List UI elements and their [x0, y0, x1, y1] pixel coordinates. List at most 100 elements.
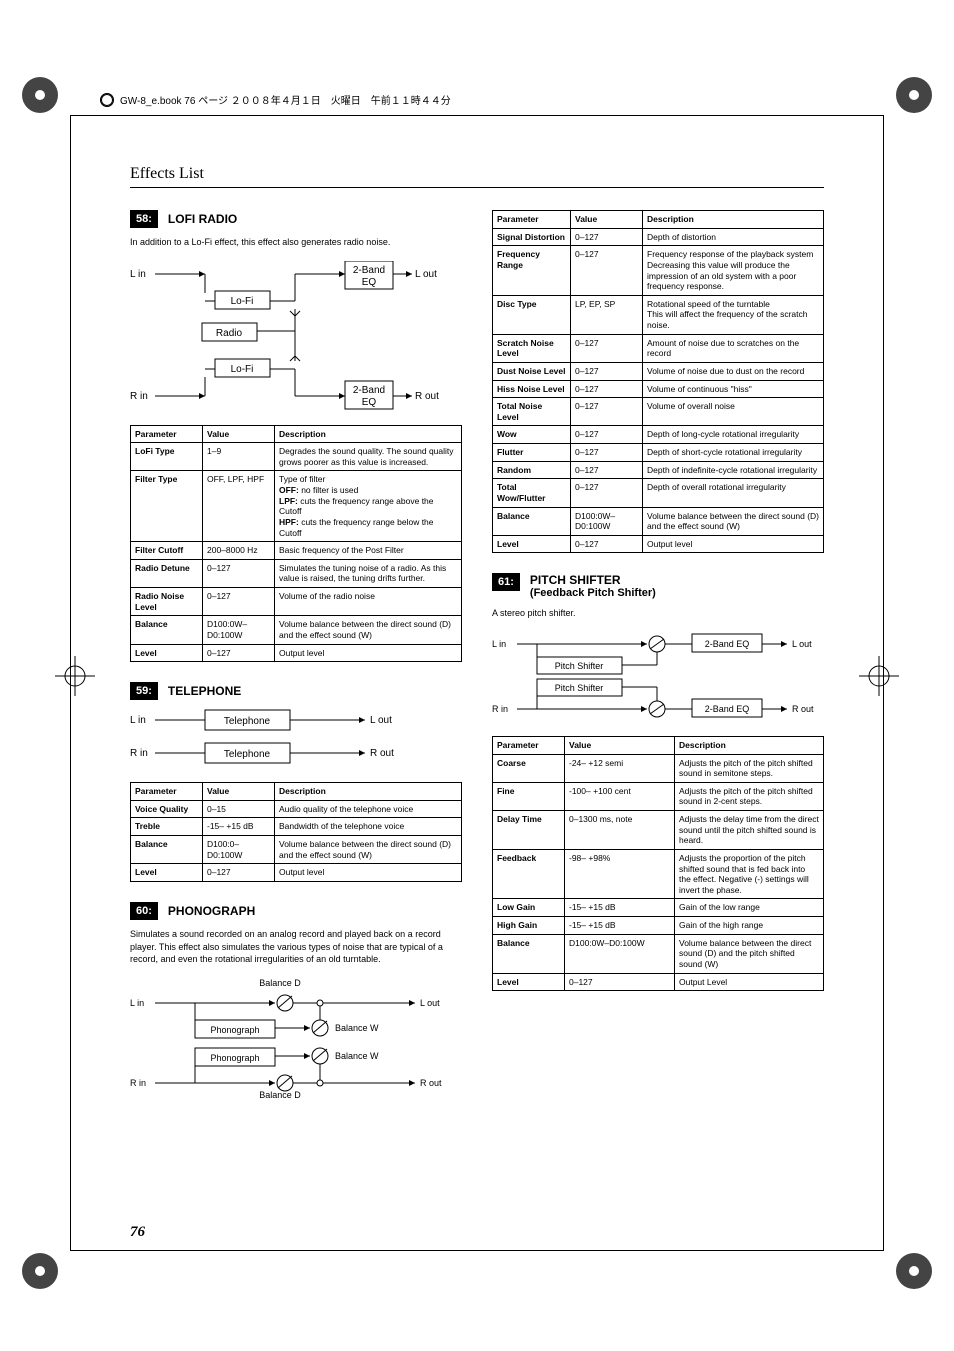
- table-cell: Output Level: [675, 973, 824, 991]
- table-cell: Frequency Range: [493, 246, 571, 296]
- section-num: 59:: [130, 682, 158, 700]
- table-cell: Fine: [493, 782, 565, 810]
- table-cell: Coarse: [493, 754, 565, 782]
- table-cell: 0–127: [571, 362, 643, 380]
- svg-text:L in: L in: [130, 715, 146, 726]
- table-cell: Volume of continuous "hiss": [643, 380, 824, 398]
- table-cell: Degrades the sound quality. The sound qu…: [275, 443, 462, 471]
- svg-text:Balance D: Balance D: [259, 978, 301, 988]
- crop-line: [70, 115, 71, 1251]
- svg-text:Phonograph: Phonograph: [210, 1053, 259, 1063]
- svg-text:L out: L out: [792, 639, 812, 649]
- table-cell: 0–127: [571, 246, 643, 296]
- table-cell: Depth of indefinite-cycle rotational irr…: [643, 461, 824, 479]
- table-cell: 0–1300 ms, note: [565, 811, 675, 850]
- svg-text:2-Band: 2-Band: [353, 265, 385, 276]
- lofi-diagram: L in L out R in R out Lo-Fi: [130, 261, 462, 411]
- svg-text:Balance W: Balance W: [335, 1023, 379, 1033]
- table-cell: Disc Type: [493, 295, 571, 334]
- table-row: Hiss Noise Level0–127Volume of continuou…: [493, 380, 824, 398]
- svg-text:2-Band EQ: 2-Band EQ: [705, 639, 750, 649]
- table-cell: -100– +100 cent: [565, 782, 675, 810]
- table-row: Flutter0–127Depth of short-cycle rotatio…: [493, 444, 824, 462]
- page: GW-8_e.book 76 ページ ２００８年４月１日 火曜日 午前１１時４４…: [0, 0, 954, 1351]
- svg-text:Phonograph: Phonograph: [210, 1025, 259, 1035]
- book-header-text: GW-8_e.book 76 ページ ２００８年４月１日 火曜日 午前１１時４４…: [120, 92, 451, 107]
- th: Description: [275, 425, 462, 443]
- table-row: Level0–127Output level: [131, 644, 462, 662]
- table-cell: Filter Type: [131, 471, 203, 542]
- table-cell: Volume balance between the direct sound …: [675, 934, 824, 973]
- table-cell: Volume of the radio noise: [275, 588, 462, 616]
- section-title: PHONOGRAPH: [168, 904, 255, 918]
- svg-text:L out: L out: [420, 998, 440, 1008]
- pitch-tbody: Coarse-24– +12 semiAdjusts the pitch of …: [493, 754, 824, 991]
- table-cell: Scratch Noise Level: [493, 334, 571, 362]
- section-subtitle: (Feedback Pitch Shifter): [530, 587, 656, 599]
- reg-mark-icon: [894, 75, 934, 115]
- crop-line: [70, 1250, 884, 1251]
- svg-text:Balance D: Balance D: [259, 1090, 301, 1098]
- table-cell: Volume balance between the direct sound …: [275, 616, 462, 644]
- table-cell: Level: [493, 973, 565, 991]
- svg-text:R in: R in: [130, 1078, 146, 1088]
- svg-text:L in: L in: [130, 998, 144, 1008]
- svg-text:R in: R in: [492, 704, 508, 714]
- table-cell: Adjusts the delay time from the direct s…: [675, 811, 824, 850]
- table-cell: D100:0W–D0:100W: [203, 616, 275, 644]
- table-cell: 0–127: [571, 535, 643, 553]
- table-row: Total Wow/Flutter0–127Depth of overall r…: [493, 479, 824, 507]
- table-cell: Depth of overall rotational irregularity: [643, 479, 824, 507]
- table-cell: 0–127: [565, 973, 675, 991]
- table-row: BalanceD100:0W–D0:100WVolume balance bet…: [493, 934, 824, 973]
- table-row: Coarse-24– +12 semiAdjusts the pitch of …: [493, 754, 824, 782]
- th: Description: [643, 211, 824, 229]
- table-cell: Volume of noise due to dust on the recor…: [643, 362, 824, 380]
- table-cell: 0–127: [203, 559, 275, 587]
- th: Value: [571, 211, 643, 229]
- section-desc: A stereo pitch shifter.: [492, 607, 824, 620]
- table-row: Scratch Noise Level0–127Amount of noise …: [493, 334, 824, 362]
- table-cell: Volume balance between the direct sound …: [275, 836, 462, 864]
- svg-text:2-Band: 2-Band: [353, 385, 385, 396]
- svg-text:R out: R out: [420, 1078, 442, 1088]
- pitch-diagram: L in L out R in R out 2-Band EQ Pitch Sh…: [492, 632, 824, 722]
- table-row: Filter Cutoff200–8000 HzBasic frequency …: [131, 542, 462, 560]
- section-desc: In addition to a Lo-Fi effect, this effe…: [130, 236, 462, 249]
- table-row: Signal Distortion0–127Depth of distortio…: [493, 228, 824, 246]
- th: Description: [275, 783, 462, 801]
- table-row: Voice Quality0–15Audio quality of the te…: [131, 800, 462, 818]
- table-row: Wow0–127Depth of long-cycle rotational i…: [493, 426, 824, 444]
- reg-mark-icon: [20, 75, 60, 115]
- table-cell: Signal Distortion: [493, 228, 571, 246]
- reg-mark-icon: [894, 1251, 934, 1291]
- section-head-lofi: 58: LOFI RADIO: [130, 210, 462, 228]
- table-cell: 0–127: [571, 228, 643, 246]
- telephone-diagram: L in L out R in R out Telephone Telephon…: [130, 708, 462, 768]
- th: Value: [203, 783, 275, 801]
- table-cell: -15– +15 dB: [565, 917, 675, 935]
- table-cell: Gain of the low range: [675, 899, 824, 917]
- content: Effects List 58: LOFI RADIO In addition …: [130, 165, 824, 1211]
- table-row: Total Noise Level0–127Volume of overall …: [493, 398, 824, 426]
- table-cell: Wow: [493, 426, 571, 444]
- svg-text:EQ: EQ: [362, 397, 377, 408]
- label: R out: [415, 391, 439, 402]
- th: Parameter: [131, 783, 203, 801]
- table-cell: Amount of noise due to scratches on the …: [643, 334, 824, 362]
- table-cell: Balance: [131, 836, 203, 864]
- table-cell: 0–127: [571, 398, 643, 426]
- table-row: LoFi Type1–9Degrades the sound quality. …: [131, 443, 462, 471]
- table-row: Random0–127Depth of indefinite-cycle rot…: [493, 461, 824, 479]
- table-cell: D100:0W–D0:100W: [565, 934, 675, 973]
- table-cell: LoFi Type: [131, 443, 203, 471]
- lofi-table: Parameter Value Description LoFi Type1–9…: [130, 425, 462, 663]
- table-cell: Feedback: [493, 849, 565, 899]
- table-row: Level0–127Output Level: [493, 973, 824, 991]
- table-cell: Type of filterOFF: no filter is usedLPF:…: [275, 471, 462, 542]
- table-cell: Simulates the tuning noise of a radio. A…: [275, 559, 462, 587]
- th: Parameter: [131, 425, 203, 443]
- table-cell: Rotational speed of the turntableThis wi…: [643, 295, 824, 334]
- table-cell: 0–127: [571, 479, 643, 507]
- table-cell: -98– +98%: [565, 849, 675, 899]
